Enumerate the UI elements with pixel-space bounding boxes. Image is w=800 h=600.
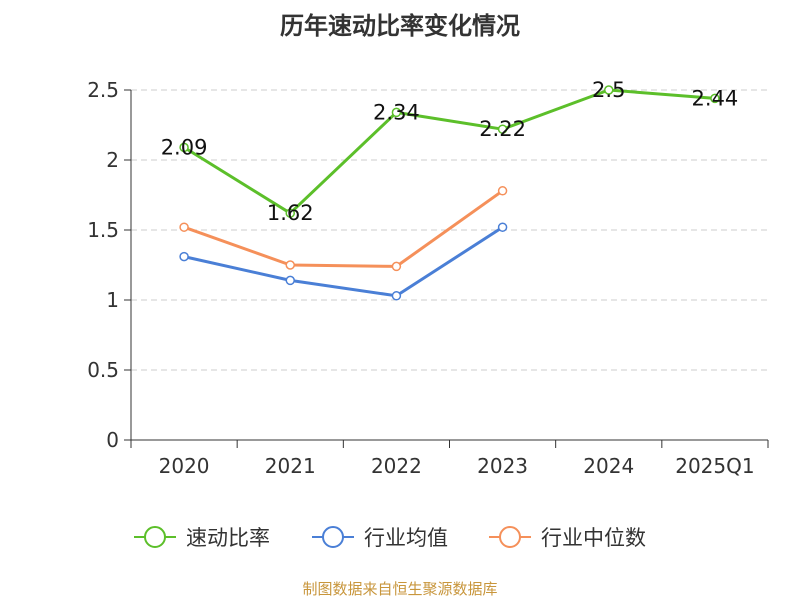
chart-title: 历年速动比率变化情况 [280, 12, 520, 40]
legend-label: 速动比率 [186, 526, 270, 550]
data-label: 2.34 [373, 100, 420, 124]
data-point [179, 251, 189, 262]
data-label: 2.5 [592, 78, 625, 102]
x-tick-label: 2020 [159, 454, 210, 478]
y-tick-label: 0.5 [87, 358, 119, 382]
data-labels: 2.09 1.62 2.34 2.22 2.5 2.44 [161, 78, 739, 225]
y-tick-label: 0 [106, 428, 119, 452]
x-tick-label: 2024 [583, 454, 634, 478]
axes: 0 0.5 1 1.5 2 2.5 2020 2021 2022 2023 2024 2025Q1 [87, 78, 769, 478]
legend-label: 行业均值 [364, 526, 448, 550]
data-point [710, 93, 720, 104]
series-line-2 [183, 225, 504, 298]
series-line-1 [183, 88, 716, 215]
data-point [179, 142, 189, 153]
data-point [285, 260, 295, 270]
legend-label: 行业中位数 [541, 526, 646, 550]
data-point [391, 107, 402, 118]
y-tick-label: 1 [106, 288, 119, 312]
data-label: 2.44 [692, 86, 739, 110]
legend[interactable]: 速动比率 行业均值 行业中位数 [134, 526, 646, 550]
legend-item-2[interactable]: 行业均值 [312, 526, 448, 550]
series-line-3 [183, 189, 504, 268]
data-point [285, 208, 295, 218]
data-point [285, 275, 295, 286]
data-point [391, 291, 402, 301]
data-point [497, 186, 508, 196]
x-tick-label: 2023 [477, 454, 528, 478]
y-tick-label: 1.5 [87, 218, 119, 242]
x-tick-label: 2021 [265, 454, 316, 478]
data-label: 2.22 [479, 117, 526, 141]
x-tick-label: 2025Q1 [675, 454, 754, 478]
data-point [497, 222, 508, 232]
data-point [497, 124, 508, 134]
legend-marker [322, 526, 344, 548]
data-point [179, 222, 189, 232]
legend-item-1[interactable]: 速动比率 [134, 526, 270, 550]
x-tick-label: 2022 [371, 454, 422, 478]
data-point [604, 85, 614, 95]
data-source-note: 制图数据来自恒生聚源数据库 [302, 580, 498, 598]
data-point [391, 261, 402, 272]
legend-item-3[interactable]: 行业中位数 [489, 526, 646, 550]
series-lines [179, 85, 720, 301]
data-label: 1.62 [267, 201, 314, 225]
grid-lines [131, 89, 768, 371]
y-tick-label: 2.5 [87, 78, 119, 102]
legend-marker [499, 526, 521, 548]
y-tick-label: 2 [106, 148, 119, 172]
data-label: 2.09 [161, 135, 208, 159]
legend-marker [144, 526, 166, 548]
